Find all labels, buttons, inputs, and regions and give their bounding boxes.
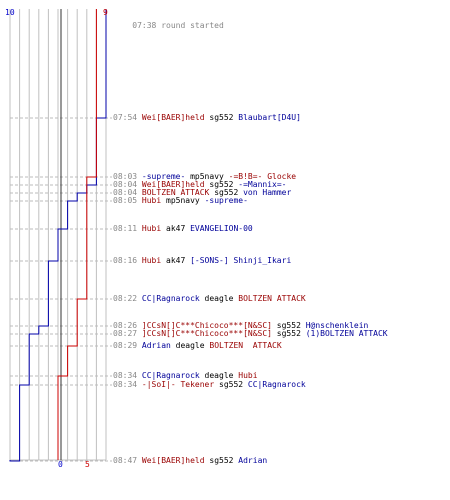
weapon-name: sg552 <box>209 180 234 189</box>
event-time: 07:38 <box>132 21 157 30</box>
kill-event-row: 08:22 CC|Ragnarock deagle BOLTZEN ATTACK <box>113 294 306 303</box>
killer-name: -|SoI|- Tekener <box>141 380 215 389</box>
red-team-alive-line <box>57 9 97 460</box>
kill-event-row: 08:16 Hubi ak47 [-SONS-] Shinji_Ikari <box>113 256 291 265</box>
killer-name: Adrian <box>141 341 171 350</box>
weapon-name: deagle <box>204 294 234 303</box>
killer-name: Wei[BAER]held <box>141 456 205 465</box>
kill-event-row: 08:05 Hubi mp5navy -supreme- <box>113 196 248 205</box>
killer-name: Hubi <box>141 224 162 233</box>
weapon-name: mp5navy <box>190 172 224 181</box>
killer-name: ]CCsN[]C***Chicoco***[N&SC] <box>141 321 272 330</box>
event-time: 08:04 <box>113 180 138 189</box>
event-time: 08:29 <box>113 341 138 350</box>
event-time: 08:03 <box>113 172 138 181</box>
kill-event-row: 08:11 Hubi ak47 EVANGELION-00 <box>113 224 253 233</box>
event-time: 08:27 <box>113 329 138 338</box>
killer-name: BOLTZEN ATTACK <box>141 188 210 197</box>
killer-name: Wei[BAER]held <box>141 180 205 189</box>
killer-name: CC|Ragnarock <box>141 371 200 380</box>
kill-event-row: 08:26 ]CCsN[]C***Chicoco***[N&SC] sg552 … <box>113 321 368 330</box>
victim-name: BOLTZEN ATTACK <box>238 294 306 303</box>
victim-name: Blaubart[D4U] <box>238 113 301 122</box>
killer-name: Hubi <box>141 196 162 205</box>
killer-name: Hubi <box>141 256 162 265</box>
event-time: 08:04 <box>113 188 138 197</box>
kill-event-row: 08:29 Adrian deagle BOLTZEN ATTACK <box>113 341 282 350</box>
weapon-name: ak47 <box>166 256 186 265</box>
event-time: 08:22 <box>113 294 138 303</box>
weapon-name: sg552 <box>214 188 239 197</box>
victim-name: [-SONS-] Shinji_Ikari <box>190 256 292 265</box>
event-time: 08:34 <box>113 371 138 380</box>
weapon-name: deagle <box>175 341 205 350</box>
victim-name: H@nschenklein <box>305 321 369 330</box>
event-time: 08:16 <box>113 256 138 265</box>
event-time: 08:47 <box>113 456 138 465</box>
event-time: 08:26 <box>113 321 138 330</box>
event-time: 08:34 <box>113 380 138 389</box>
weapon-name: sg552 <box>276 321 301 330</box>
victim-name: Hubi <box>238 371 258 380</box>
kill-event-row: 08:34 -|SoI|- Tekener sg552 CC|Ragnarock <box>113 380 306 389</box>
red-end-count: 5 <box>85 460 90 469</box>
event-text: round started <box>161 21 224 30</box>
victim-name: EVANGELION-00 <box>190 224 253 233</box>
kill-event-row: 08:27 ]CCsN[]C***Chicoco***[N&SC] sg552 … <box>113 329 388 338</box>
kill-event-row: 08:04 Wei[BAER]held sg552 -=Mannix=- <box>113 180 286 189</box>
weapon-name: sg552 <box>209 456 234 465</box>
event-time: 08:11 <box>113 224 138 233</box>
weapon-name: sg552 <box>276 329 301 338</box>
kill-event-row: 08:04 BOLTZEN ATTACK sg552 von Hammer <box>113 188 291 197</box>
blue-end-count: 0 <box>58 460 63 469</box>
victim-name: von Hammer <box>243 188 292 197</box>
weapon-name: sg552 <box>219 380 244 389</box>
team-alive-lines <box>9 9 107 462</box>
event-time: 07:54 <box>113 113 138 122</box>
kill-event-row: 07:54 Wei[BAER]held sg552 Blaubart[D4U] <box>113 113 301 122</box>
victim-name: Adrian <box>238 456 268 465</box>
killer-name: ]CCsN[]C***Chicoco***[N&SC] <box>141 329 272 338</box>
killer-name: Wei[BAER]held <box>141 113 205 122</box>
event-time: 08:05 <box>113 196 138 205</box>
weapon-name: sg552 <box>209 113 234 122</box>
killer-name: -supreme- <box>141 172 186 181</box>
kill-event-row: 08:34 CC|Ragnarock deagle Hubi <box>113 371 258 380</box>
victim-name: -=B!B=- Glocke <box>228 172 297 181</box>
weapon-name: ak47 <box>166 224 186 233</box>
blue-start-count: 10 <box>5 8 15 17</box>
weapon-name: deagle <box>204 371 234 380</box>
weapon-name: mp5navy <box>166 196 200 205</box>
victim-name: -=Mannix=- <box>238 180 287 189</box>
victim-name: CC|Ragnarock <box>247 380 306 389</box>
killer-name: CC|Ragnarock <box>141 294 200 303</box>
victim-name: (1)BOLTZEN ATTACK <box>305 329 388 338</box>
kill-event-row: 08:47 Wei[BAER]held sg552 Adrian <box>113 456 267 465</box>
victim-name: BOLTZEN ATTACK <box>209 341 282 350</box>
kill-event-row: 08:03 -supreme- mp5navy -=B!B=- Glocke <box>113 172 296 181</box>
event-round-start: 07:38 round started <box>113 12 224 39</box>
red-start-count: 9 <box>103 8 108 17</box>
victim-name: -supreme- <box>204 196 248 205</box>
blue-team-alive-line <box>9 9 107 462</box>
